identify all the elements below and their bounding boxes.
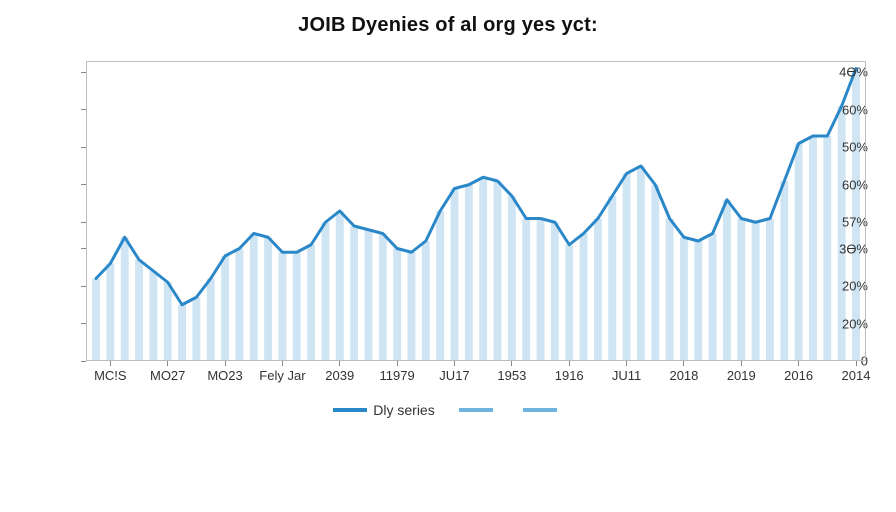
chart-area: 020%20%3Ɵ%57%60%50%60%4Ɵ% MC!SMO27MO23Fe… [22, 49, 874, 459]
x-tick-label: MO27 [150, 368, 185, 383]
legend-swatch [523, 408, 557, 412]
x-tick-mark [798, 361, 799, 366]
x-tick-label: 1953 [497, 368, 526, 383]
legend-item [459, 408, 499, 412]
legend-swatch [333, 408, 367, 412]
x-tick-label: JU17 [439, 368, 469, 383]
x-tick-label: 2039 [325, 368, 354, 383]
legend-item [523, 408, 563, 412]
x-tick-label: 2016 [784, 368, 813, 383]
x-tick-label: JU11 [612, 368, 641, 383]
x-tick-mark [225, 361, 226, 366]
legend-label: Dly series [373, 402, 434, 418]
plot-border [86, 61, 866, 361]
x-tick-mark [626, 361, 627, 366]
x-tick-mark [856, 361, 857, 366]
x-tick-mark [511, 361, 512, 366]
x-tick-label: MO23 [207, 368, 242, 383]
legend-swatch [459, 408, 493, 412]
x-tick-label: 2018 [669, 368, 698, 383]
x-tick-mark [683, 361, 684, 366]
x-tick-mark [282, 361, 283, 366]
x-tick-label: 11979 [380, 368, 415, 383]
x-tick-label: Fely Jar [259, 368, 305, 383]
x-tick-mark [167, 361, 168, 366]
x-tick-mark [339, 361, 340, 366]
x-tick-label: MC!S [94, 368, 127, 383]
x-tick-label: 1916 [555, 368, 584, 383]
x-tick-mark [454, 361, 455, 366]
x-tick-mark [110, 361, 111, 366]
x-tick-mark [397, 361, 398, 366]
x-tick-label: 2019 [727, 368, 756, 383]
x-tick-mark [741, 361, 742, 366]
x-tick-label: 2014 [842, 368, 871, 383]
x-tick-mark [569, 361, 570, 366]
legend-item: Dly series [333, 402, 434, 418]
chart-legend: Dly series [22, 399, 874, 418]
chart-title: JOIB Dyenies of al org yes yct: [0, 0, 896, 37]
